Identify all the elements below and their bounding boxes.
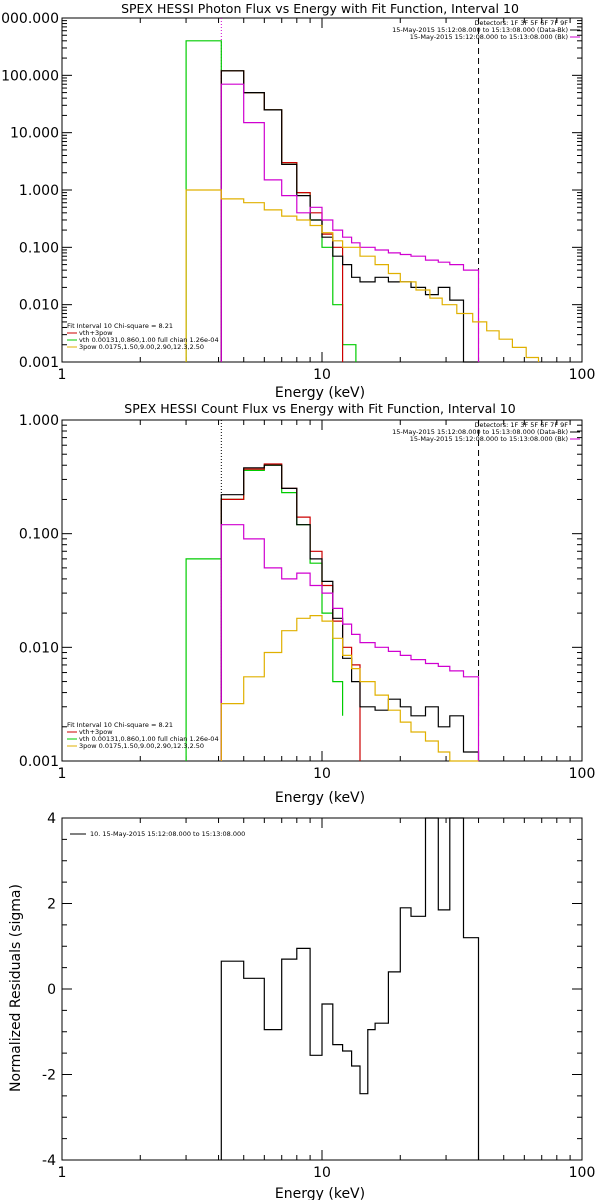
fit-legend-entry: vth+3pow (79, 329, 113, 337)
fit-legend-entry: vth 0.00131,0.860,1.00 full chian 1.26e-… (79, 336, 219, 344)
y-tick-label: 0.001 (19, 754, 59, 770)
series-residuals (220, 817, 480, 1160)
fit-legend-entry: 3pow 0.0175,1.50,9.00,2.90,12.3,2.50 (79, 742, 204, 750)
x-tick-label: 1 (58, 766, 67, 782)
fit-legend-entry: vth 0.00131,0.860,1.00 full chian 1.26e-… (79, 735, 219, 743)
count-flux-panel: SPEX HESSI Count Flux vs Energy with Fit… (19, 401, 595, 806)
y-axis-label: Normalized Residuals (sigma) (8, 884, 24, 1092)
y-tick-label: -2 (42, 1068, 56, 1084)
chart-title: SPEX HESSI Photon Flux vs Energy with Fi… (121, 1, 519, 16)
legend-entry: 15-May-2015 15:12:08.000 to 15:13:08.000… (410, 33, 568, 41)
y-tick-label: 0.010 (19, 298, 59, 314)
x-tick-label: 1 (58, 1165, 67, 1181)
y-tick-label: 4 (47, 811, 56, 827)
x-tick-label: 100 (569, 766, 596, 782)
fit-legend-entry: vth+3pow (79, 728, 113, 736)
y-tick-label: 1.000 (19, 413, 59, 429)
series-vth-3pow (220, 463, 361, 761)
y-tick-label: 2 (47, 897, 56, 913)
x-axis-label: Energy (keV) (275, 385, 365, 401)
legend-entry: 15-May-2015 15:12:08.000 to 15:13:08.000… (392, 26, 568, 34)
x-axis-label: Energy (keV) (275, 790, 365, 806)
series-3pow (185, 189, 540, 362)
series-bk (220, 83, 480, 362)
legend-entry: 15-May-2015 15:12:08.000 to 15:13:08.000… (410, 435, 568, 443)
legend-header: Detectors: 1F 3F 5F 6F 7F 9F (474, 421, 568, 429)
plot-frame (61, 17, 583, 363)
x-tick-label: 10 (313, 367, 331, 383)
x-axis-label: Energy (keV) (275, 1186, 365, 1200)
x-tick-label: 10 (313, 766, 331, 782)
chart-title: SPEX HESSI Count Flux vs Energy with Fit… (124, 401, 515, 416)
fit-legend-entry: 3pow 0.0175,1.50,9.00,2.90,12.3,2.50 (79, 343, 204, 351)
y-tick-label: 0.100 (19, 240, 59, 256)
fit-legend-header: Fit Interval 10 Chi-square = 8.21 (67, 322, 173, 330)
series-data-bk (220, 464, 480, 761)
legend-entry: 15-May-2015 15:12:08.000 to 15:13:08.000… (392, 428, 568, 436)
series-data-bk (220, 70, 479, 363)
residuals-panel: Energy (keV) Normalized Residuals (sigma… (8, 811, 595, 1200)
x-tick-label: 100 (569, 367, 596, 383)
legend-header: Detectors: 1F 3F 5F 6F 7F 9F (474, 19, 568, 27)
x-tick-label: 100 (569, 1165, 596, 1181)
plot-frame (61, 817, 583, 1161)
legend-entry: 10. 15-May-2015 15:12:08.000 to 15:13:08… (90, 830, 245, 838)
y-tick-label: 10.000 (10, 126, 59, 142)
series-3pow (220, 615, 479, 762)
fit-legend-header: Fit Interval 10 Chi-square = 8.21 (67, 721, 173, 729)
y-tick-label: 1.000 (19, 183, 59, 199)
y-tick-label: 0 (47, 982, 56, 998)
y-tick-label: -4 (42, 1153, 56, 1169)
series-vth (185, 464, 344, 761)
series-vth (185, 40, 357, 362)
y-tick-label: 000.000 (1, 11, 59, 27)
x-tick-label: 10 (313, 1165, 331, 1181)
y-tick-label: 0.010 (19, 640, 59, 656)
y-tick-label: 100.000 (1, 68, 59, 84)
y-tick-label: 0.001 (19, 355, 59, 371)
y-tick-label: 0.100 (19, 527, 59, 543)
photon-flux-panel: SPEX HESSI Photon Flux vs Energy with Fi… (1, 1, 595, 401)
x-tick-label: 1 (58, 367, 67, 383)
series-bk (220, 524, 480, 761)
